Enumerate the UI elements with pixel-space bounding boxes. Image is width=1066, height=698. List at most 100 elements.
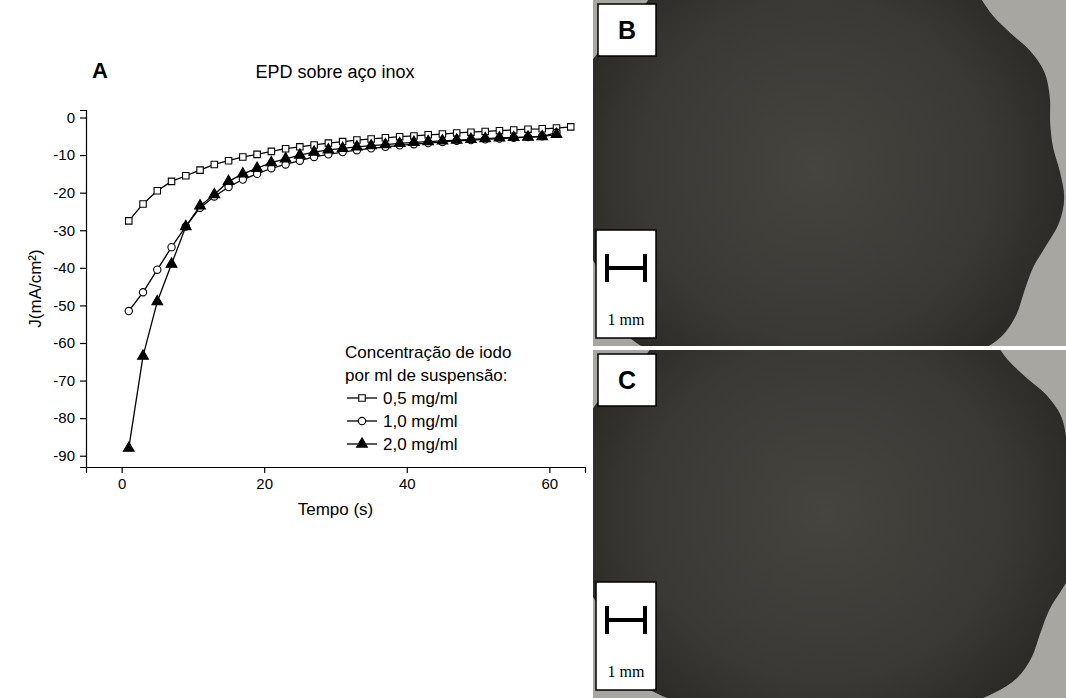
series-marker <box>168 244 175 251</box>
y-tick-label: -20 <box>53 184 75 201</box>
series-marker <box>197 167 203 173</box>
x-tick-label: 60 <box>542 475 559 492</box>
y-tick-label: -70 <box>53 372 75 389</box>
y-tick-label: -80 <box>53 409 75 426</box>
series-marker <box>423 135 434 144</box>
series-marker <box>140 201 146 207</box>
y-tick: -60 <box>53 334 86 351</box>
series-marker <box>195 200 206 209</box>
series-marker <box>154 266 161 273</box>
photo-label-box <box>598 4 656 56</box>
series-marker <box>551 128 562 137</box>
series-marker <box>466 133 477 142</box>
series-marker <box>380 138 391 147</box>
x-axis-title: Tempo (s) <box>298 500 374 519</box>
series-marker <box>394 137 405 146</box>
photo <box>593 350 1066 698</box>
series-marker <box>126 218 132 224</box>
x-tick-mark <box>407 467 408 473</box>
y-axis: 0-10-20-30-40-50-60-70-80-90 <box>53 109 86 468</box>
series-line <box>129 133 557 312</box>
series-marker <box>125 307 132 314</box>
series-marker <box>309 146 320 155</box>
legend-title: Concentração de iodo <box>345 343 511 362</box>
series-marker <box>366 139 377 148</box>
y-tick-mark <box>80 193 86 194</box>
series-marker <box>209 188 220 197</box>
scale-bar-end <box>605 254 609 282</box>
y-tick-mark <box>80 230 86 231</box>
scale-bar-box <box>596 230 656 338</box>
y-tick-mark <box>80 268 86 269</box>
x-axis-line <box>87 468 586 474</box>
series-marker <box>254 151 260 157</box>
scale-bar-end <box>643 254 647 282</box>
series-marker <box>352 141 363 150</box>
scale-bar <box>607 618 645 622</box>
legend-label: 2,0 mg/ml <box>383 435 458 454</box>
y-tick: -30 <box>53 222 86 239</box>
y-tick-label: -40 <box>53 259 75 276</box>
y-tick: -50 <box>53 297 86 314</box>
legend-marker <box>357 438 368 447</box>
scale-bar <box>607 266 645 270</box>
legend-label: 1,0 mg/ml <box>383 412 458 431</box>
series-marker <box>180 220 191 229</box>
series-marker <box>537 130 548 139</box>
series-marker <box>223 175 234 184</box>
scale-bar-end <box>605 606 609 634</box>
photo <box>593 0 1066 346</box>
photo-deposit <box>593 350 1066 698</box>
series-marker <box>409 136 420 145</box>
y-axis-title: J(mA/cm²) <box>26 249 45 327</box>
x-tick-label: 20 <box>256 475 273 492</box>
y-tick-mark <box>80 155 86 156</box>
y-tick: -70 <box>53 372 86 389</box>
series-marker <box>266 156 277 165</box>
x-tick: 60 <box>542 467 559 492</box>
series-marker <box>237 168 248 177</box>
y-tick: -80 <box>53 409 86 426</box>
series-marker <box>211 161 217 167</box>
y-tick-mark <box>80 456 86 457</box>
legend-marker <box>359 395 365 401</box>
y-tick: -40 <box>53 259 86 276</box>
series-marker <box>152 295 163 304</box>
series-marker <box>183 173 189 179</box>
series-marker <box>139 289 146 296</box>
series-marker <box>154 188 160 194</box>
scale-bar-label: 1 mm <box>608 311 645 328</box>
series-marker <box>480 132 491 141</box>
y-tick: 0 <box>67 109 86 126</box>
panel-label: B <box>618 16 636 44</box>
series-marker <box>337 142 348 151</box>
series-marker <box>168 178 174 184</box>
x-tick-mark <box>264 467 265 473</box>
series-marker <box>166 258 177 267</box>
photo-overlay: C 1 mm <box>596 354 656 690</box>
series-marker <box>138 350 149 359</box>
y-tick-label: -60 <box>53 334 75 351</box>
series-marker <box>225 157 231 163</box>
scale-bar-end <box>643 606 647 634</box>
series-line <box>129 127 571 221</box>
x-tick-label: 0 <box>118 475 126 492</box>
y-tick-label: -10 <box>53 146 75 163</box>
y-tick-mark <box>80 418 86 419</box>
scale-bar-label: 1 mm <box>608 663 645 680</box>
x-tick-label: 40 <box>399 475 416 492</box>
series-marker <box>323 144 334 153</box>
plot-data <box>123 124 574 452</box>
y-tick-label: -50 <box>53 297 75 314</box>
series-marker <box>123 442 134 451</box>
x-axis: 0 20 40 60 <box>87 467 586 492</box>
panel-label: A <box>92 58 108 83</box>
series-marker <box>240 154 246 160</box>
x-tick: 0 <box>118 467 126 492</box>
y-tick-label: -30 <box>53 222 75 239</box>
series-line <box>129 134 557 448</box>
y-tick-label: 0 <box>67 109 75 126</box>
panel-label: C <box>618 366 636 394</box>
series-marker <box>280 153 291 162</box>
legend: Concentração de iodopor ml de suspensão:… <box>345 343 511 454</box>
